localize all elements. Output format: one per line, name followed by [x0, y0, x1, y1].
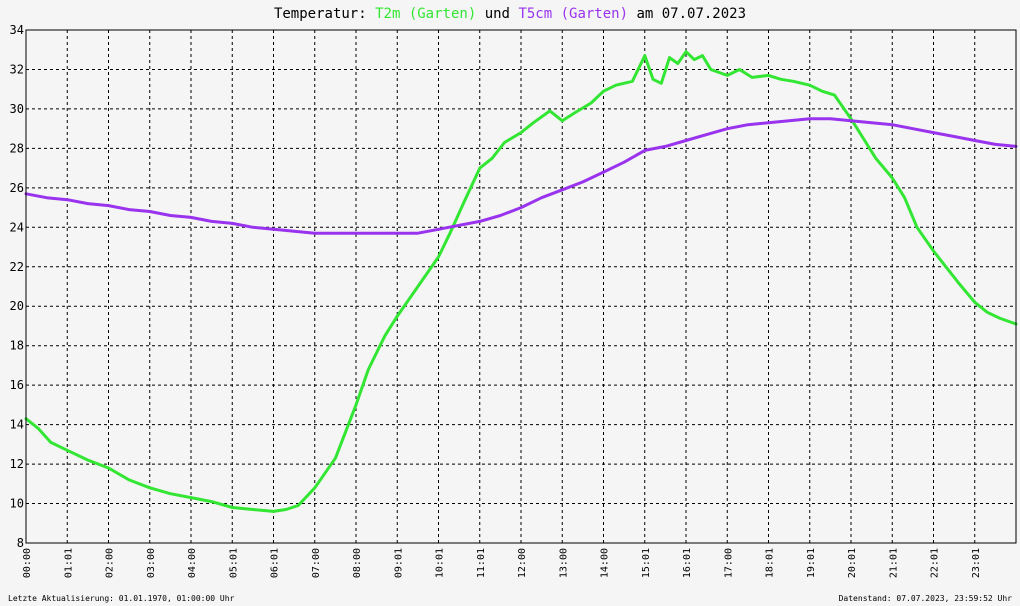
y-tick-label: 32 [10, 62, 24, 76]
series-line-t5cm [24, 117, 1018, 235]
x-tick-label: 10:01 [435, 548, 446, 578]
y-tick-label: 20 [10, 299, 24, 313]
x-tick-label: 09:01 [393, 548, 404, 578]
y-tick-label: 16 [10, 378, 24, 392]
x-tick-label: 13:00 [558, 548, 569, 578]
x-tick-label: 12:00 [517, 548, 528, 578]
title-series1: T2m (Garten) [375, 6, 476, 22]
y-tick-label: 26 [10, 181, 24, 195]
y-tick-label: 34 [10, 23, 24, 37]
title-series2: T5cm (Garten) [518, 6, 628, 22]
x-tick-label: 01:01 [63, 548, 74, 578]
y-tick-label: 12 [10, 457, 24, 471]
title-suffix: am 07.07.2023 [636, 6, 746, 22]
x-tick-label: 16:01 [682, 548, 693, 578]
x-tick-label: 03:00 [146, 548, 157, 578]
grid [26, 30, 1016, 543]
series-lines [24, 50, 1018, 513]
y-tick-label: 30 [10, 102, 24, 116]
title-conj: und [485, 6, 510, 22]
x-tick-label: 14:00 [600, 548, 611, 578]
series-line-t2m [24, 50, 1018, 513]
x-tick-label: 06:01 [270, 548, 281, 578]
x-tick-label: 11:01 [476, 548, 487, 578]
y-tick-label: 10 [10, 497, 24, 511]
x-tick-label: 23:01 [971, 548, 982, 578]
x-tick-label: 02:00 [105, 548, 116, 578]
y-tick-label: 24 [10, 220, 24, 234]
x-tick-label: 18:01 [765, 548, 776, 578]
y-tick-label: 14 [10, 418, 24, 432]
x-tick-label: 08:00 [352, 548, 363, 578]
y-tick-label: 22 [10, 260, 24, 274]
plot-frame [25, 29, 1017, 544]
title-prefix: Temperatur: [274, 6, 367, 22]
y-axis-ticks: 8 10 12 14 16 18 20 22 24 26 28 30 32 34 [10, 23, 24, 550]
y-tick-label: 28 [10, 141, 24, 155]
x-tick-label: 22:01 [930, 548, 941, 578]
x-tick-label: 19:01 [806, 548, 817, 578]
x-tick-label: 07:00 [311, 548, 322, 578]
x-axis-ticks: 00:00 01:01 02:00 03:00 04:00 05:01 06:01 07:00… [22, 548, 982, 578]
x-tick-label: 21:01 [888, 548, 899, 578]
chart-title: Temperatur: T2m (Garten) und T5cm (Garte… [274, 6, 746, 22]
x-tick-label: 04:00 [187, 548, 198, 578]
y-tick-label: 18 [10, 339, 24, 353]
y-tick-label: 8 [17, 536, 24, 550]
x-tick-label: 15:01 [641, 548, 652, 578]
footer-last-update: Letzte Aktualisierung: 01.01.1970, 01:00… [8, 594, 235, 603]
x-tick-label: 05:01 [228, 548, 239, 578]
x-tick-label: 00:00 [22, 548, 33, 578]
x-tick-label: 20:01 [847, 548, 858, 578]
footer-data-status: Datenstand: 07.07.2023, 23:59:52 Uhr [839, 594, 1013, 603]
x-tick-label: 17:00 [723, 548, 734, 578]
